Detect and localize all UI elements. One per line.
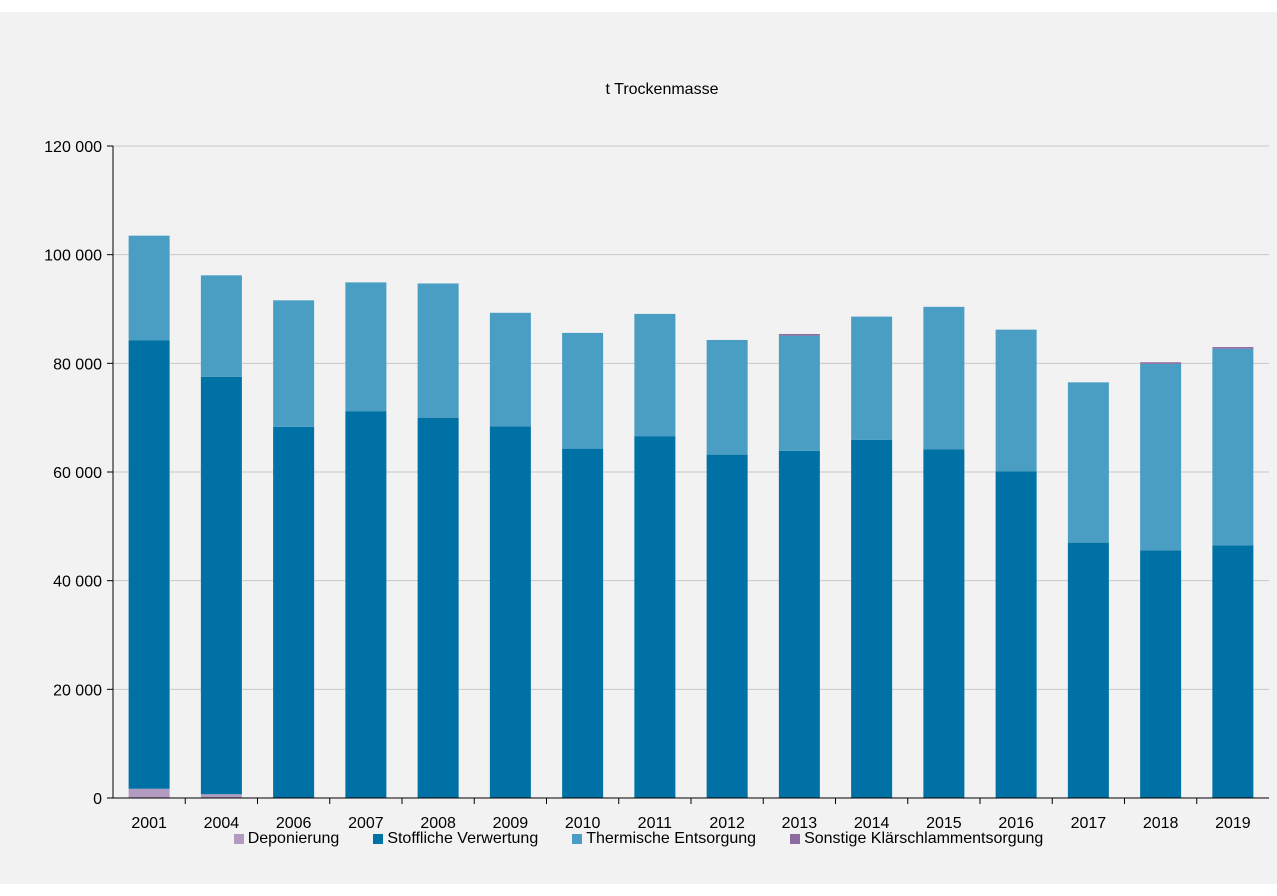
bar-stoffliche-verwertung-2018 bbox=[1140, 550, 1182, 798]
bar-thermische-entsorgung-2014 bbox=[851, 316, 893, 440]
bar-stoffliche-verwertung-2019 bbox=[1212, 545, 1254, 798]
x-tick-label: 2008 bbox=[420, 815, 456, 832]
bar-thermische-entsorgung-2010 bbox=[562, 332, 604, 449]
bar-sonstige-kl-rschlammentsorgung-2019 bbox=[1212, 347, 1254, 349]
bar-stoffliche-verwertung-2004 bbox=[200, 376, 242, 795]
y-tick-label: 120 000 bbox=[44, 139, 102, 156]
x-tick-label: 2016 bbox=[998, 815, 1034, 832]
bar-thermische-entsorgung-2011 bbox=[634, 313, 676, 437]
bar-thermische-entsorgung-2012 bbox=[706, 339, 748, 455]
x-tick-label: 2012 bbox=[709, 815, 745, 832]
bar-thermische-entsorgung-2018 bbox=[1140, 363, 1182, 551]
x-tick-label: 2015 bbox=[926, 815, 962, 832]
legend-item: Deponierung bbox=[233, 830, 340, 848]
x-tick-label: 2010 bbox=[565, 815, 601, 832]
bar-stoffliche-verwertung-2012 bbox=[706, 454, 748, 798]
bar-thermische-entsorgung-2008 bbox=[417, 283, 459, 418]
bar-thermische-entsorgung-2015 bbox=[923, 306, 965, 450]
legend-swatch bbox=[790, 834, 801, 844]
x-tick-label: 2011 bbox=[638, 815, 673, 832]
legend-swatch bbox=[233, 834, 244, 844]
bar-thermische-entsorgung-2009 bbox=[489, 312, 531, 427]
x-tick-label: 2006 bbox=[276, 815, 312, 832]
bar-thermische-entsorgung-2016 bbox=[995, 329, 1037, 472]
x-tick-label: 2009 bbox=[493, 815, 529, 832]
x-tick-label: 2001 bbox=[131, 815, 167, 832]
chart-title: t Trockenmasse bbox=[606, 81, 719, 98]
bar-thermische-entsorgung-2013 bbox=[778, 335, 820, 451]
bar-stoffliche-verwertung-2009 bbox=[489, 426, 531, 798]
x-tick-label: 2004 bbox=[204, 815, 240, 832]
bar-stoffliche-verwertung-2007 bbox=[345, 411, 387, 798]
legend-label: Sonstige Klärschlammentsorgung bbox=[804, 830, 1044, 847]
bar-thermische-entsorgung-2006 bbox=[273, 300, 315, 427]
y-tick-label: 0 bbox=[93, 791, 102, 808]
y-tick-label: 60 000 bbox=[53, 465, 102, 482]
bar-sonstige-kl-rschlammentsorgung-2013 bbox=[778, 333, 820, 336]
legend-label: Thermische Entsorgung bbox=[586, 830, 757, 847]
legend-label: Deponierung bbox=[247, 830, 340, 847]
legend-item: Sonstige Klärschlammentsorgung bbox=[790, 830, 1043, 848]
legend-swatch bbox=[373, 834, 384, 844]
bar-deponierung-2001 bbox=[128, 788, 170, 798]
y-tick-label: 20 000 bbox=[53, 682, 102, 699]
bars bbox=[128, 235, 1254, 798]
bar-stoffliche-verwertung-2008 bbox=[417, 417, 459, 798]
x-tick-label: 2007 bbox=[348, 815, 384, 832]
legend: Deponierung Stoffliche Verwertung Thermisc… bbox=[0, 830, 1277, 848]
x-tick-label: 2019 bbox=[1215, 815, 1251, 832]
bar-stoffliche-verwertung-2016 bbox=[995, 471, 1037, 798]
legend-item: Stoffliche Verwertung bbox=[373, 830, 538, 848]
bar-sonstige-kl-rschlammentsorgung-2018 bbox=[1140, 362, 1182, 364]
x-tick-label: 2017 bbox=[1071, 815, 1107, 832]
bar-stoffliche-verwertung-2015 bbox=[923, 449, 965, 798]
bar-thermische-entsorgung-2004 bbox=[200, 275, 242, 377]
bar-stoffliche-verwertung-2006 bbox=[273, 426, 315, 798]
bar-thermische-entsorgung-2007 bbox=[345, 282, 387, 412]
bar-stoffliche-verwertung-2013 bbox=[778, 450, 820, 798]
bar-thermische-entsorgung-2001 bbox=[128, 235, 170, 341]
bar-stoffliche-verwertung-2011 bbox=[634, 436, 676, 798]
x-tick-label: 2014 bbox=[854, 815, 890, 832]
bar-stoffliche-verwertung-2014 bbox=[851, 439, 893, 798]
y-tick-label: 100 000 bbox=[44, 248, 102, 265]
bar-stoffliche-verwertung-2010 bbox=[562, 448, 604, 798]
axes: 0 20 000 40 000 60 000 80 000 100 000 120 000 2… bbox=[44, 139, 1269, 832]
bar-stoffliche-verwertung-2017 bbox=[1067, 542, 1109, 798]
x-tick-label: 2013 bbox=[782, 815, 818, 832]
legend-label: Stoffliche Verwertung bbox=[387, 830, 539, 847]
x-tick-label: 2018 bbox=[1143, 815, 1179, 832]
bar-thermische-entsorgung-2019 bbox=[1212, 348, 1254, 546]
bar-deponierung-2004 bbox=[200, 794, 242, 798]
bar-stoffliche-verwertung-2001 bbox=[128, 340, 170, 789]
legend-swatch bbox=[572, 834, 583, 844]
bar-thermische-entsorgung-2017 bbox=[1067, 382, 1109, 543]
y-tick-label: 40 000 bbox=[53, 574, 102, 591]
y-tick-label: 80 000 bbox=[53, 356, 102, 373]
legend-item: Thermische Entsorgung bbox=[572, 830, 756, 848]
